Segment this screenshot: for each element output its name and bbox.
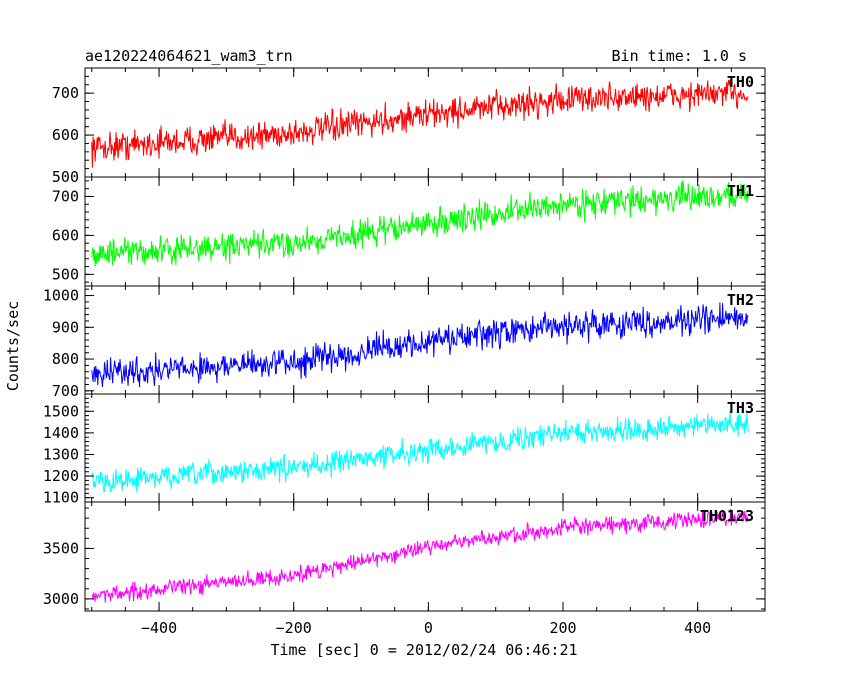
series-line-th0 <box>91 79 749 168</box>
series-line-th1 <box>91 179 749 267</box>
y-tick-label: 700 <box>52 84 79 102</box>
y-tick-label: 600 <box>52 226 79 244</box>
y-tick-label: 1000 <box>43 287 79 305</box>
series-label-th2: TH2 <box>727 291 754 309</box>
x-tick-label: 200 <box>549 619 576 637</box>
panel-frame <box>84 393 766 503</box>
x-tick-label: −200 <box>276 619 312 637</box>
y-tick-label: 800 <box>52 350 79 368</box>
y-tick-label: 700 <box>52 187 79 205</box>
y-tick-label: 500 <box>52 265 79 283</box>
panel-frame <box>84 176 766 287</box>
y-tick-label: 3000 <box>43 590 79 608</box>
bin-time-label: Bin time: 1.0 s <box>612 47 747 65</box>
x-tick-label: 0 <box>424 619 433 637</box>
y-tick-label: 3500 <box>43 539 79 557</box>
panel-th2: 700 800 900 1000 TH2 <box>43 285 766 400</box>
x-tick-label: −400 <box>141 619 177 637</box>
series-label-th0: TH0 <box>727 73 754 91</box>
y-tick-label: 1400 <box>43 424 79 442</box>
panels-group: 500 600 700 TH0 500 600 700 TH1 700 800 900 1000 TH2… <box>43 67 766 637</box>
series-line-th3 <box>91 411 749 493</box>
series-label-th1: TH1 <box>727 182 754 200</box>
y-tick-label: 1100 <box>43 489 79 507</box>
y-tick-label: 1300 <box>43 445 79 463</box>
chart-title: ae120224064621_wam3_trn <box>85 47 293 65</box>
y-tick-label: 1500 <box>43 402 79 420</box>
y-tick-label: 1200 <box>43 467 79 485</box>
panel-th0123: 3000 3500 TH0123 −400 −200 0 200 400 <box>43 501 766 637</box>
panel-frame <box>84 285 766 395</box>
series-line-th0123 <box>91 508 749 603</box>
panel-frame <box>84 67 766 178</box>
panel-frame <box>84 501 766 612</box>
y-tick-label: 700 <box>52 382 79 400</box>
panel-th0: 500 600 700 TH0 <box>52 67 766 186</box>
series-label-th0123: TH0123 <box>700 507 754 525</box>
series-label-th3: TH3 <box>727 399 754 417</box>
panel-th3: 1100 1200 1300 1400 1500 TH3 <box>43 393 766 507</box>
x-axis-label: Time [sec] 0 = 2012/02/24 06:46:21 <box>270 641 577 659</box>
series-line-th2 <box>91 302 749 388</box>
y-axis-label: Counts/sec <box>4 301 22 391</box>
y-tick-label: 500 <box>52 168 79 186</box>
panel-th1: 500 600 700 TH1 <box>52 176 766 287</box>
x-tick-label: 400 <box>684 619 711 637</box>
y-tick-label: 600 <box>52 126 79 144</box>
y-tick-label: 900 <box>52 318 79 336</box>
